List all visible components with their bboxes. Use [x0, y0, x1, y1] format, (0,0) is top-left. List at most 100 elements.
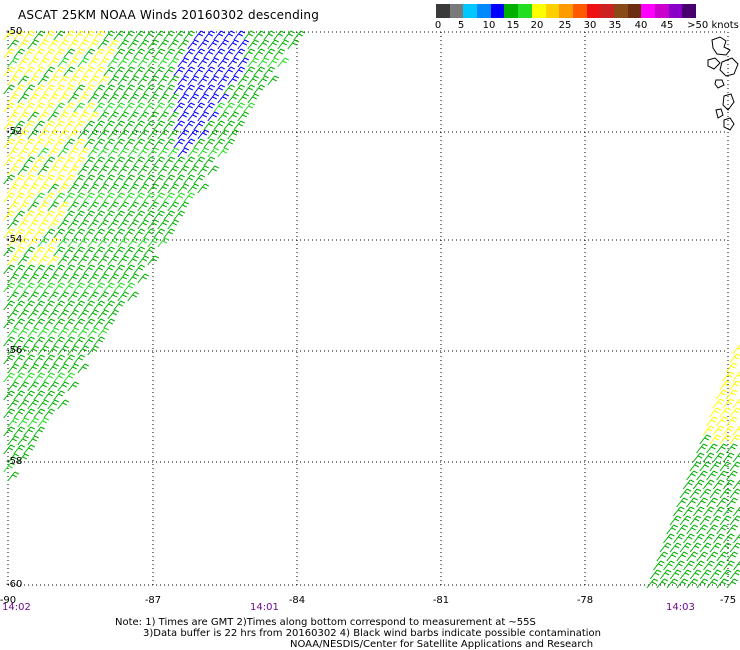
colorbar-segment	[627, 4, 642, 18]
wind-barb	[3, 228, 16, 239]
wind-barb	[57, 201, 70, 212]
wind-barb	[712, 506, 725, 517]
wind-barb	[732, 344, 740, 355]
wind-barb	[147, 129, 160, 140]
wind-barb	[17, 201, 30, 212]
wind-barb	[33, 174, 46, 185]
wind-barb	[137, 255, 150, 266]
wind-barb	[7, 417, 20, 428]
coastline-island	[722, 93, 735, 111]
wind-barb	[27, 255, 40, 266]
wind-barb	[43, 120, 56, 131]
wind-barb	[97, 93, 110, 104]
wind-barb	[93, 210, 106, 221]
wind-barb	[63, 48, 76, 59]
wind-barb	[33, 282, 46, 293]
wind-barb	[63, 138, 76, 149]
wind-barb	[147, 219, 160, 230]
wind-barb	[43, 390, 56, 401]
wind-barb	[167, 129, 180, 140]
wind-barb	[87, 111, 100, 122]
wind-barb	[277, 57, 290, 68]
wind-barb	[107, 39, 120, 50]
wind-barb	[113, 30, 126, 41]
wind-barb	[107, 111, 120, 122]
wind-barb	[37, 39, 50, 50]
wind-barb	[683, 533, 695, 544]
wind-barb	[133, 120, 146, 131]
wind-barb	[163, 48, 176, 59]
latitude-label: -50	[6, 26, 23, 37]
wind-barb	[33, 138, 46, 149]
wind-barb	[33, 300, 46, 311]
wind-barb	[83, 102, 96, 113]
wind-barb	[73, 354, 86, 365]
wind-barb	[729, 569, 740, 580]
wind-barb	[646, 578, 659, 589]
wind-barb	[137, 75, 150, 86]
wind-barb	[722, 398, 735, 409]
wind-barb	[243, 102, 256, 113]
wind-barb	[207, 129, 220, 140]
wind-barb	[133, 192, 146, 203]
wind-barb	[43, 156, 56, 167]
wind-barb	[679, 488, 692, 499]
wind-barb	[87, 345, 100, 356]
wind-barb	[73, 246, 86, 257]
wind-barb	[143, 48, 156, 59]
wind-barb	[673, 560, 685, 571]
wind-barb	[27, 363, 40, 374]
wind-barb	[83, 156, 96, 167]
wind-barb	[87, 291, 100, 302]
wind-barb	[153, 228, 166, 239]
wind-barb	[193, 156, 206, 167]
wind-barb	[17, 363, 30, 374]
wind-barb	[187, 147, 200, 158]
wind-barb	[203, 66, 216, 77]
wind-barb	[13, 444, 26, 455]
wind-barb	[13, 228, 26, 239]
wind-barb	[67, 129, 80, 140]
wind-barb	[3, 156, 16, 167]
wind-barb	[703, 560, 715, 571]
wind-barb	[712, 452, 725, 463]
wind-barb	[263, 30, 276, 41]
wind-barb	[93, 30, 106, 41]
wind-barb	[57, 255, 70, 266]
wind-barb	[187, 165, 200, 176]
wind-barb	[167, 57, 180, 68]
wind-barb	[706, 578, 719, 589]
wind-barb	[37, 309, 50, 320]
wind-barb	[57, 345, 70, 356]
wind-barb	[3, 174, 16, 185]
wind-barb	[23, 174, 36, 185]
wind-barb	[177, 129, 190, 140]
wind-barb	[183, 84, 196, 95]
wind-barb	[233, 84, 246, 95]
wind-barb	[133, 138, 146, 149]
wind-barb	[702, 452, 715, 463]
wind-barb	[193, 48, 206, 59]
time-label-middle: 14:01	[250, 602, 279, 613]
wind-barb	[13, 102, 26, 113]
wind-barb	[147, 75, 160, 86]
colorbar-segment	[641, 4, 655, 18]
wind-barb	[123, 102, 136, 113]
wind-barb	[157, 183, 170, 194]
wind-barb	[237, 111, 250, 122]
wind-barb	[197, 39, 210, 50]
wind-barb	[117, 255, 130, 266]
wind-barb	[177, 201, 190, 212]
note-line-3: NOAA/NESDIS/Center for Satellite Applica…	[290, 639, 594, 650]
wind-barb	[693, 533, 705, 544]
wind-barb	[203, 120, 216, 131]
wind-barb	[107, 273, 120, 284]
wind-barb	[267, 57, 280, 68]
wind-barb	[43, 282, 56, 293]
wind-barb	[203, 102, 216, 113]
wind-barb	[93, 264, 106, 275]
wind-barb	[3, 30, 16, 41]
wind-barb	[666, 524, 678, 535]
wind-barb	[157, 75, 170, 86]
wind-barb	[193, 84, 206, 95]
